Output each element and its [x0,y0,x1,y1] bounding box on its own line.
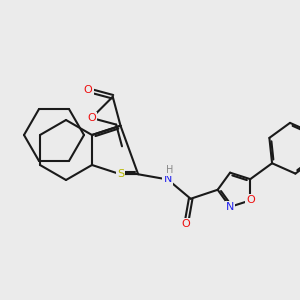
Text: O: O [87,113,96,123]
Text: O: O [84,85,92,95]
Text: O: O [246,195,255,206]
Text: S: S [117,169,124,179]
Text: O: O [182,219,190,229]
Text: H: H [166,165,173,175]
Text: N: N [226,202,234,212]
Text: N: N [164,175,172,184]
